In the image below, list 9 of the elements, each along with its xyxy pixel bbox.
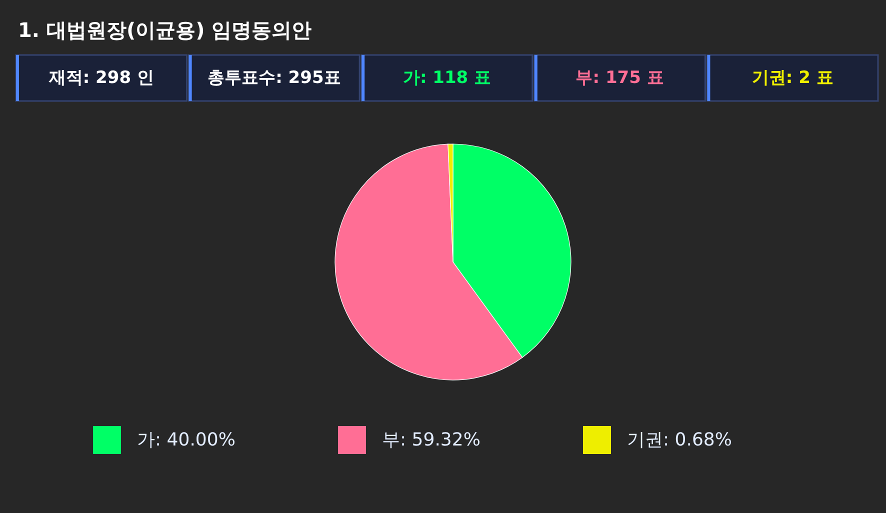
legend-label: 가: 40.00% [137,430,236,450]
text: 부: 175 표 [576,68,664,88]
text: 총투표수: 295표 [208,68,341,88]
legend-label: 부: 59.32% [382,430,480,450]
text: 가: 118 표 [402,68,492,88]
chart-title: 1. 대법원장(이균용) 임명동의안 [18,18,312,42]
text: 기권: 2 표 [752,68,834,88]
text: 재적: 298 인 [48,68,154,88]
legend-label: 기권: 0.68% [627,430,732,450]
